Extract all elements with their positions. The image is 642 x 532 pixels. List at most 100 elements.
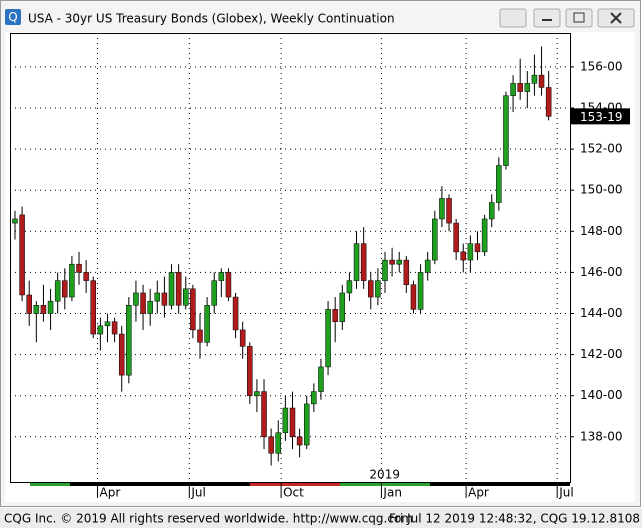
candle-body	[318, 366, 324, 392]
candle-body	[467, 243, 474, 261]
candle-body	[104, 321, 111, 327]
minimize-button[interactable]	[533, 8, 561, 28]
candle-body	[225, 272, 232, 298]
candle-body	[389, 259, 395, 265]
year-label: 2019	[369, 468, 400, 482]
candle-body	[268, 436, 274, 454]
maximize-icon	[573, 12, 585, 23]
y-tick-label: 146-00	[580, 265, 623, 279]
link-button[interactable]	[499, 8, 527, 28]
y-tick-label: 152-00	[580, 142, 623, 156]
candle-body	[432, 218, 438, 261]
candle-body	[545, 87, 552, 117]
candle-body	[410, 284, 417, 310]
candle-body	[368, 280, 374, 298]
candle-body	[275, 432, 282, 454]
session-strip-segment	[340, 483, 430, 486]
candle-body	[190, 288, 196, 331]
candle-body	[211, 280, 217, 306]
x-tick-label: Apr	[468, 486, 489, 500]
candle-body	[488, 202, 495, 220]
candle-body	[161, 292, 168, 306]
candle-body	[204, 305, 210, 343]
candle-body	[382, 259, 388, 281]
candle-body	[218, 272, 225, 281]
y-tick-label: 140-00	[580, 388, 623, 402]
candle-body	[446, 198, 452, 224]
candle-body	[183, 288, 189, 306]
candle-body	[239, 329, 246, 347]
last-price-label: 153-19	[580, 110, 623, 124]
y-tick-label: 138-00	[580, 429, 623, 443]
x-tick-label: Apr	[100, 486, 121, 500]
candle-body	[69, 263, 75, 298]
candle-body	[47, 300, 54, 314]
footer-bar	[0, 508, 642, 528]
window-title: USA - 30yr US Treasury Bonds (Globex), W…	[28, 12, 395, 26]
candle-body	[325, 309, 331, 368]
candle-body	[439, 198, 445, 220]
last-price-box	[570, 108, 630, 125]
candle-body	[503, 95, 509, 166]
candle-body	[62, 280, 68, 298]
candle-body	[33, 305, 40, 314]
y-tick-label: 142-00	[580, 347, 623, 361]
footer-left: CQG Inc. © 2019 All rights reserved worl…	[4, 512, 413, 526]
candle-body	[289, 407, 296, 438]
candle-body	[517, 83, 523, 92]
candle-body	[460, 251, 467, 261]
candle-body	[54, 280, 61, 302]
candle-body	[311, 391, 317, 405]
candle-body	[474, 243, 481, 253]
candle-body	[510, 83, 516, 96]
plot-layer: 138-00 140-00 142-00 144-00 146-00 148-00 150-…	[10, 33, 630, 500]
candle-body	[339, 292, 346, 322]
candle-body	[197, 329, 203, 343]
candle-body	[254, 391, 260, 396]
candle-body	[232, 296, 239, 331]
app-icon	[5, 9, 21, 25]
candle-body	[424, 259, 431, 273]
app-icon-glyph: Q	[8, 10, 17, 24]
candle-body	[154, 292, 161, 302]
y-tick-label: 144-00	[580, 306, 623, 320]
candle-body	[403, 259, 410, 285]
y-tick-label: 148-00	[580, 224, 623, 238]
candle-body	[261, 391, 267, 438]
candle-body	[19, 214, 25, 296]
candle-body	[360, 243, 367, 281]
candle-body	[538, 74, 545, 88]
candle-body	[303, 403, 310, 446]
candle-body	[496, 165, 502, 203]
candle-body	[168, 272, 175, 306]
y-tick-label: 156-00	[580, 59, 623, 73]
candle-body	[133, 292, 139, 306]
maximize-button[interactable]	[565, 8, 593, 28]
candle-body	[332, 309, 338, 322]
candle-body	[481, 218, 488, 253]
candle-body	[346, 280, 353, 294]
x-tick-label: Jul	[558, 486, 573, 500]
candle-body	[247, 346, 253, 396]
candle-body	[83, 272, 89, 281]
session-strip-segment	[30, 483, 70, 486]
x-tick-label: Jan	[382, 486, 402, 500]
candle-body	[12, 218, 18, 224]
candle-body	[97, 325, 104, 335]
x-tick-label: Jul	[190, 486, 205, 500]
close-icon	[610, 12, 622, 24]
session-strip-segment	[250, 483, 340, 486]
candle-body	[396, 259, 402, 265]
candle-body	[140, 292, 146, 314]
candle-body	[375, 280, 381, 298]
y-tick-label: 150-00	[580, 183, 623, 197]
candle-body	[90, 280, 97, 335]
candle-body	[282, 407, 289, 433]
candle-body	[126, 305, 132, 376]
candle-body	[40, 305, 47, 314]
candle-body	[417, 272, 424, 310]
candle-body	[531, 74, 538, 84]
candle-body	[118, 333, 125, 376]
